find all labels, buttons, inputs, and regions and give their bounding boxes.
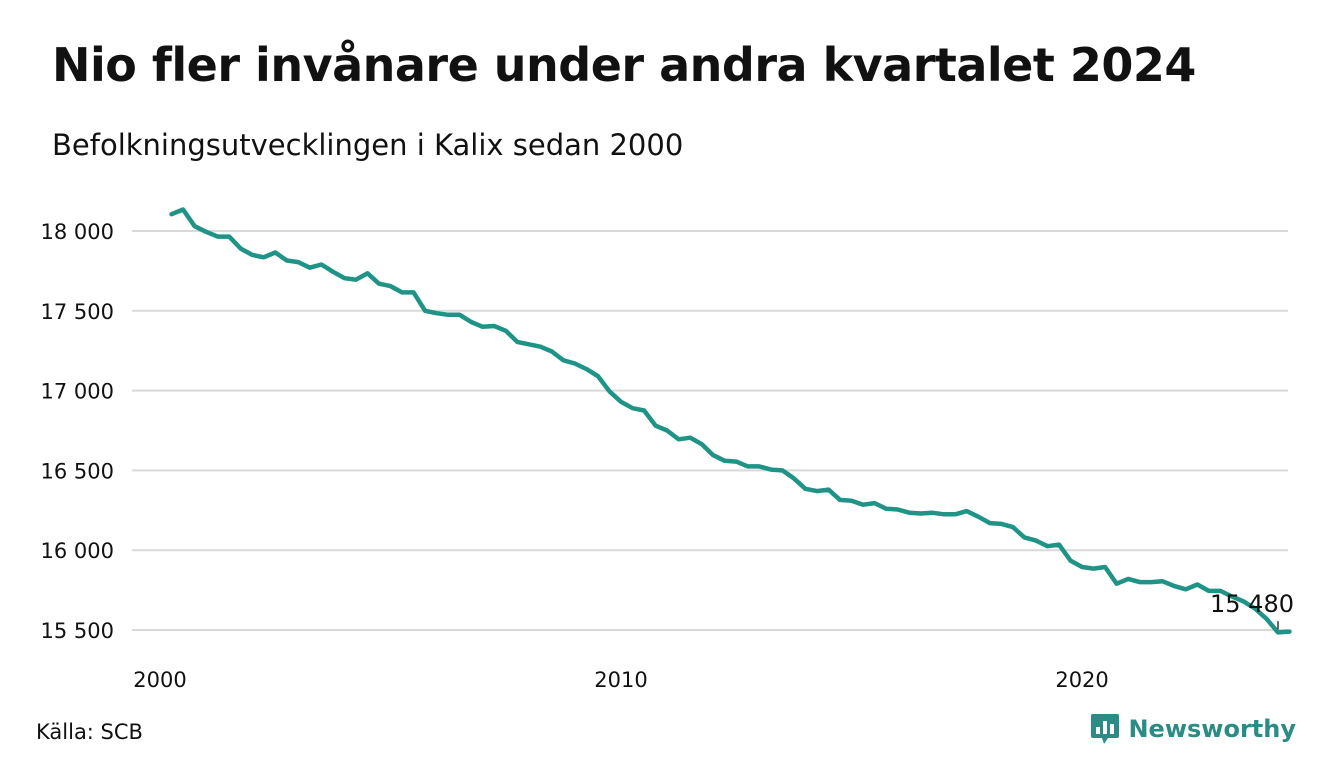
line-chart: 15 500 16 000 16 500 17 000 17 500 18 000 2000… (41, 207, 1294, 692)
y-tick-label: 18 000 (41, 220, 114, 244)
brand-logo: Newsworthy (1090, 712, 1296, 746)
x-tick-label: 2000 (133, 668, 186, 692)
chart-title: Nio fler invånare under andra kvartalet … (52, 38, 1196, 92)
y-tick-label: 16 000 (41, 539, 114, 563)
y-tick-label: 17 500 (41, 300, 114, 324)
last-value-label: 15 480 (1210, 590, 1294, 618)
x-tick-label: 2010 (594, 668, 647, 692)
newsworthy-chart-icon (1091, 714, 1120, 744)
population-series-line (169, 207, 1292, 635)
y-tick-label: 16 500 (41, 459, 114, 483)
brand-name: Newsworthy (1128, 715, 1296, 743)
chart-subtitle: Befolkningsutvecklingen i Kalix sedan 20… (52, 128, 684, 162)
y-tick-label: 15 500 (41, 619, 114, 643)
x-tick-label: 2020 (1055, 668, 1108, 692)
source-note: Källa: SCB (36, 720, 143, 744)
y-tick-label: 17 000 (41, 380, 114, 404)
